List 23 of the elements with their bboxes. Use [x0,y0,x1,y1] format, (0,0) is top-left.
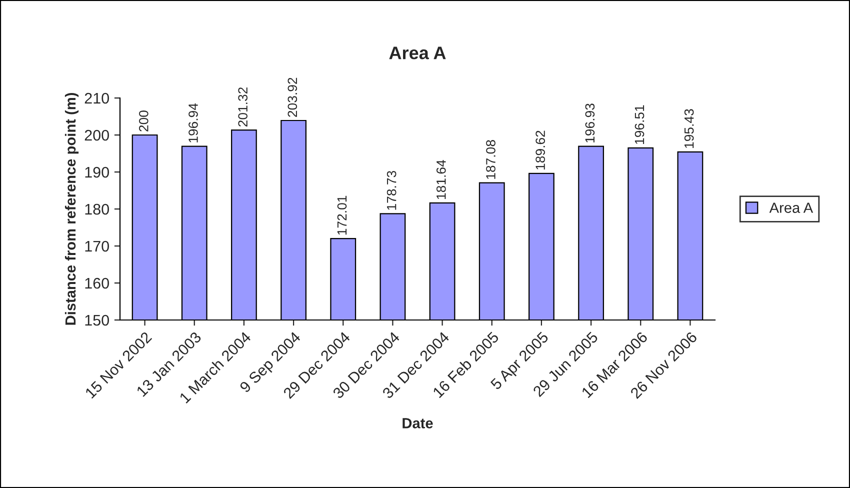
y-axis-title: Distance from reference point (m) [64,93,79,325]
data-label: 178.73 [386,170,396,210]
x-axis-title: Date [402,418,433,428]
data-label: 201.32 [238,87,248,126]
y-tick-label: 210 [84,92,109,104]
data-label: 172.01 [337,196,347,235]
data-label: 187.08 [486,140,496,179]
data-label: 200 [138,110,148,132]
data-label: 203.92 [288,78,298,117]
chart-title: Area A [389,46,446,60]
y-tick-label: 170 [85,240,109,252]
legend-label: Area A [769,202,814,213]
data-label: 195.43 [684,109,694,148]
y-tick-label: 200 [84,130,109,141]
data-label: 196.51 [634,105,644,144]
data-label: 181.64 [436,160,446,199]
data-label: 196.93 [585,104,595,142]
data-label: 189.62 [536,130,545,170]
y-tick-label: 160 [85,278,109,289]
y-tick-label: 190 [85,166,109,178]
data-label: 196.94 [188,103,198,142]
y-tick-label: 180 [85,204,109,215]
y-tick-label: 150 [85,314,109,326]
